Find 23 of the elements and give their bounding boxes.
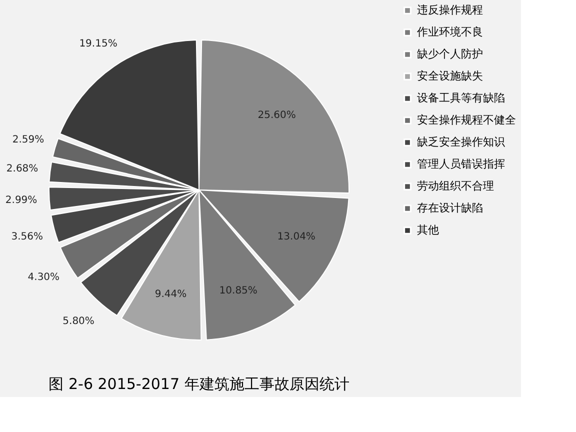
legend-label: 设备工具等有缺陷: [417, 92, 505, 104]
data-label: 5.80%: [62, 316, 94, 328]
legend-label: 管理人员错误指挥: [417, 158, 505, 170]
legend-label: 安全设施缺失: [417, 70, 483, 82]
legend-label: 其他: [417, 224, 439, 236]
data-label: 3.56%: [11, 231, 44, 242]
data-label: 2.99%: [5, 195, 38, 206]
data-label: 2.68%: [6, 164, 38, 175]
data-label: 9.44%: [154, 289, 187, 300]
data-label: 4.30%: [28, 272, 60, 283]
data-label: 19.15%: [79, 38, 118, 50]
data-label: 2.59%: [12, 134, 44, 146]
legend-label: 违反操作规程: [417, 4, 483, 16]
data-label: 13.04%: [277, 232, 316, 243]
legend-label: 劳动组织不合理: [417, 180, 494, 192]
legend-label: 缺乏安全操作知识: [417, 136, 505, 148]
data-label: 10.85%: [219, 286, 258, 297]
legend-label: 安全操作规程不健全: [417, 114, 516, 126]
legend-label: 缺少个人防护: [417, 48, 483, 60]
legend-label: 作业环境不良: [416, 26, 483, 38]
data-label: 25.60%: [258, 110, 296, 122]
text: 图 2-6 2015-2017 年建筑施工事故原因统计: [48, 375, 350, 393]
legend-label: 存在设计缺陷: [417, 202, 483, 214]
